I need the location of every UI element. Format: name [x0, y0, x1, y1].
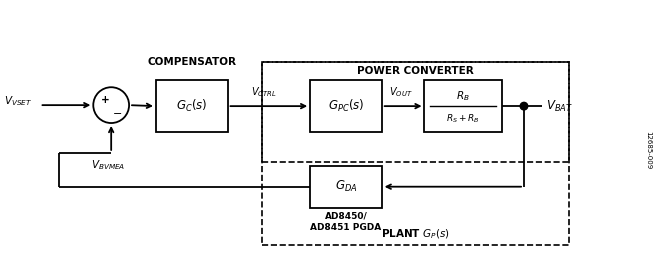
Text: $V_{VSET}$: $V_{VSET}$: [4, 94, 32, 108]
Bar: [156, 80, 227, 132]
Text: $-$: $-$: [112, 107, 122, 117]
Circle shape: [93, 87, 129, 123]
Text: $R_S + R_B$: $R_S + R_B$: [446, 113, 480, 125]
Text: $V_{CTRL}$: $V_{CTRL}$: [251, 85, 277, 99]
Text: $R_B$: $R_B$: [456, 89, 470, 103]
Text: $V_{OUT}$: $V_{OUT}$: [389, 85, 413, 99]
Text: POWER CONVERTER: POWER CONVERTER: [357, 66, 474, 76]
Text: AD8450/
AD8451 PGDA: AD8450/ AD8451 PGDA: [310, 212, 381, 232]
Bar: [310, 80, 381, 132]
Text: $G_{DA}$: $G_{DA}$: [334, 179, 357, 194]
Bar: [262, 62, 568, 162]
Bar: [310, 166, 381, 207]
Bar: [424, 80, 502, 132]
Text: $G_C(s)$: $G_C(s)$: [176, 98, 208, 114]
Text: 12685-009: 12685-009: [645, 131, 651, 169]
Text: $V_{BVMEA}$: $V_{BVMEA}$: [91, 158, 126, 172]
Text: COMPENSATOR: COMPENSATOR: [147, 57, 236, 67]
Text: +: +: [101, 95, 110, 105]
Circle shape: [520, 102, 527, 110]
Bar: [262, 62, 568, 245]
Text: $G_{PC}(s)$: $G_{PC}(s)$: [328, 98, 364, 114]
Text: $V_{BAT}$: $V_{BAT}$: [546, 99, 572, 114]
Text: PLANT $G_P(s)$: PLANT $G_P(s)$: [381, 228, 450, 241]
